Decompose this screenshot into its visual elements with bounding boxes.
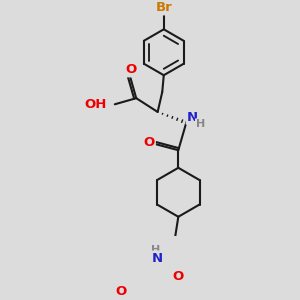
Text: O: O xyxy=(125,63,136,76)
Text: OH: OH xyxy=(85,98,107,111)
Text: H: H xyxy=(196,119,205,129)
Text: Br: Br xyxy=(155,2,172,14)
Text: O: O xyxy=(144,136,155,149)
Text: O: O xyxy=(173,270,184,283)
Text: N: N xyxy=(152,252,163,265)
Text: H: H xyxy=(152,245,161,255)
Text: N: N xyxy=(187,111,198,124)
Text: O: O xyxy=(115,285,127,298)
